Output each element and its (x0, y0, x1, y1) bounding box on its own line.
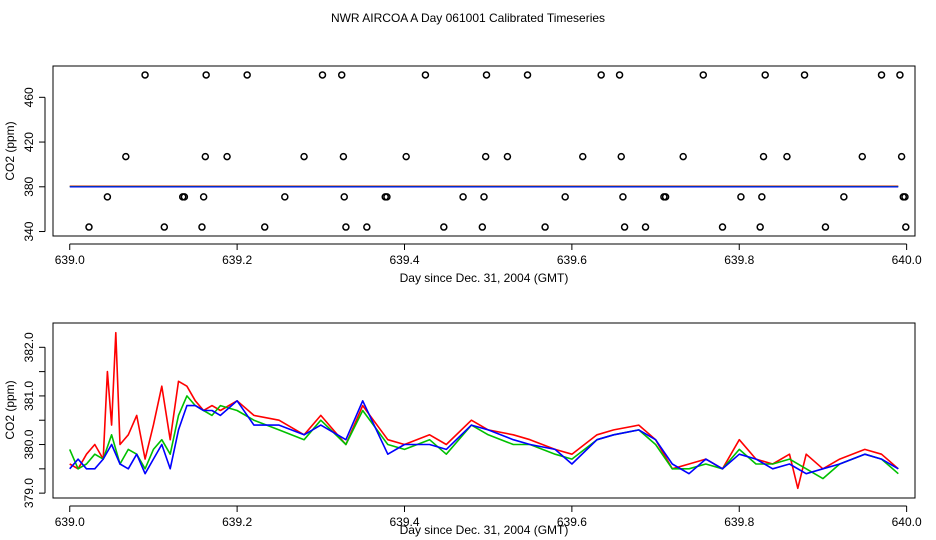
calibration-point (597, 71, 605, 79)
co2-series-line (69, 399, 899, 475)
calibration-point (800, 71, 809, 79)
calibration-point (523, 71, 532, 79)
calibration-point (858, 152, 867, 161)
calibration-point (761, 71, 769, 79)
calibration-point (243, 71, 251, 79)
calibration-point (699, 71, 708, 79)
y-tick-label: 380.0 (22, 429, 36, 459)
calibration-point (541, 223, 549, 231)
bottom-xlabel: Day since Dec. 31, 2004 (GMT) (400, 523, 569, 537)
calibration-point (620, 223, 629, 231)
y-tick-label: 381.0 (22, 381, 36, 411)
calibration-point (122, 152, 130, 161)
calibration-point (821, 223, 830, 231)
calibration-point (199, 193, 208, 201)
bottom-plot-frame (52, 322, 916, 499)
calibration-point (103, 193, 112, 201)
calibration-point (679, 152, 687, 161)
calibration-point (615, 71, 624, 79)
y-tick-label: 460 (22, 87, 36, 107)
x-tick-label: 640.0 (892, 515, 922, 529)
x-tick-label: 639.2 (222, 515, 252, 529)
calibration-point (160, 223, 169, 231)
calibration-point (363, 223, 371, 231)
calibration-point (901, 193, 909, 201)
x-tick-label: 640.0 (892, 253, 922, 267)
bottom-ylabel: CO2 (ppm) (3, 380, 17, 439)
calibration-point (617, 152, 626, 161)
calibration-point (342, 223, 350, 231)
calibration-point (661, 193, 670, 201)
calibration-point (718, 223, 727, 231)
top-xlabel: Day since Dec. 31, 2004 (GMT) (400, 271, 569, 285)
calibration-point (337, 71, 346, 79)
bottom-panel: 639.0 639.2 639.4 639.6 639.8 640.0 379.0 380.0… (3, 322, 922, 537)
calibration-point (440, 223, 448, 231)
x-tick-label: 639.4 (389, 515, 419, 529)
calibration-point (478, 223, 487, 231)
calibration-point (141, 71, 149, 79)
y-tick-label: 340 (22, 221, 36, 241)
x-tick-label: 639.0 (55, 515, 85, 529)
calibration-point (339, 152, 348, 161)
bottom-axes: 639.0 639.2 639.4 639.6 639.8 640.0 379.0 380.0… (22, 332, 922, 529)
calibration-point (383, 193, 391, 201)
calibration-point (85, 223, 93, 231)
calibration-point (783, 152, 791, 161)
calibration-point (198, 223, 206, 231)
x-tick-label: 639.8 (724, 253, 754, 267)
calibration-point (340, 193, 348, 201)
co2-series-line (68, 395, 899, 480)
calibration-point (481, 152, 490, 161)
calibration-point (421, 71, 430, 79)
calibration-point (459, 193, 467, 201)
x-tick-label: 639.0 (55, 253, 85, 267)
x-tick-label: 639.6 (557, 515, 587, 529)
calibration-point (737, 193, 745, 201)
calibration-point (281, 193, 289, 201)
top-plot-frame (52, 65, 916, 237)
calibration-point (758, 193, 766, 201)
x-tick-label: 639.2 (222, 253, 252, 267)
calibration-point (877, 71, 886, 79)
y-tick-label: 382.0 (22, 332, 36, 362)
y-tick-label: 380 (22, 176, 36, 196)
bottom-marks (68, 331, 899, 490)
calibration-point (260, 223, 269, 231)
co2-series-line (69, 331, 899, 490)
top-panel: 639.0 639.2 639.4 639.6 639.8 640.0 340 380 420 4… (3, 65, 922, 285)
x-tick-label: 639.8 (724, 515, 754, 529)
calibration-point (318, 71, 327, 79)
y-tick-label: 420 (22, 132, 36, 152)
top-marks (69, 71, 910, 231)
calibration-point (480, 193, 488, 201)
calibration-point (482, 71, 491, 79)
calibration-point (223, 152, 231, 161)
calibration-point (756, 223, 764, 231)
calibration-point (641, 223, 650, 231)
calibration-point (202, 71, 210, 79)
calibration-point (503, 152, 512, 161)
top-ylabel: CO2 (ppm) (3, 121, 17, 180)
x-tick-label: 639.6 (557, 253, 587, 267)
calibration-point (180, 193, 189, 201)
chart-title: NWR AIRCOA A Day 061001 Calibrated Times… (331, 11, 605, 25)
y-tick-label: 379.0 (22, 478, 36, 508)
calibration-point (300, 152, 308, 161)
calibration-point (759, 152, 768, 161)
top-axes: 639.0 639.2 639.4 639.6 639.8 640.0 340 380 420 4… (22, 87, 922, 267)
calibration-point (897, 152, 906, 161)
calibration-point (561, 193, 569, 201)
calibration-point (402, 152, 410, 161)
calibration-point (902, 223, 910, 231)
calibration-point (201, 152, 210, 161)
calibration-point (840, 193, 848, 201)
calibration-point (619, 193, 627, 201)
calibration-point (579, 152, 587, 161)
calibration-point (896, 71, 904, 79)
x-tick-label: 639.4 (389, 253, 419, 267)
